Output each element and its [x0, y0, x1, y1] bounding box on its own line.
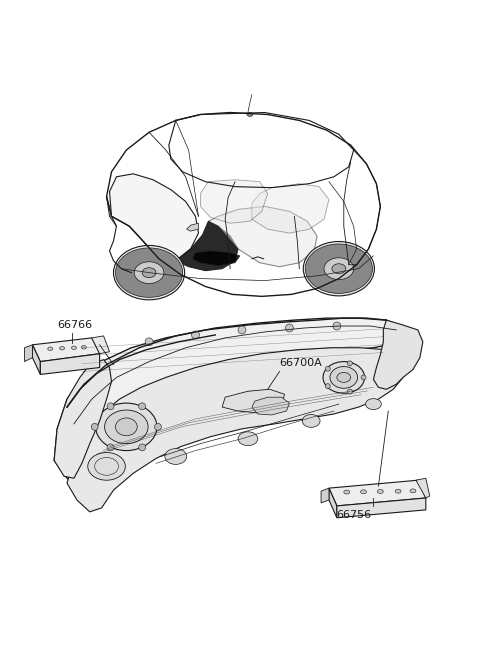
Ellipse shape [116, 248, 183, 297]
Circle shape [333, 322, 341, 330]
Text: 66766: 66766 [57, 320, 92, 330]
Polygon shape [329, 480, 426, 506]
Ellipse shape [344, 490, 350, 494]
Polygon shape [337, 498, 426, 517]
Polygon shape [33, 338, 100, 362]
Circle shape [325, 366, 330, 371]
Polygon shape [416, 478, 430, 498]
Polygon shape [187, 223, 199, 231]
Ellipse shape [88, 453, 125, 480]
Ellipse shape [302, 415, 320, 427]
Ellipse shape [366, 399, 381, 409]
Polygon shape [40, 354, 100, 375]
Ellipse shape [134, 262, 164, 284]
Ellipse shape [81, 346, 86, 349]
Ellipse shape [72, 346, 76, 350]
Polygon shape [321, 488, 329, 503]
Polygon shape [252, 183, 329, 233]
Text: 66756: 66756 [336, 510, 371, 520]
Ellipse shape [105, 410, 148, 443]
Circle shape [325, 384, 330, 388]
Ellipse shape [337, 373, 351, 383]
Ellipse shape [116, 418, 137, 436]
Circle shape [139, 403, 145, 410]
Circle shape [361, 375, 366, 380]
Polygon shape [222, 389, 285, 413]
Ellipse shape [324, 258, 354, 280]
Circle shape [107, 444, 114, 451]
Polygon shape [92, 336, 109, 354]
Circle shape [139, 444, 145, 451]
Ellipse shape [332, 264, 346, 274]
Circle shape [107, 403, 114, 410]
Ellipse shape [60, 346, 64, 350]
Polygon shape [192, 251, 240, 266]
Polygon shape [33, 345, 40, 375]
Ellipse shape [96, 403, 157, 451]
Ellipse shape [377, 489, 384, 493]
Circle shape [348, 389, 352, 394]
Polygon shape [373, 320, 423, 389]
Ellipse shape [247, 113, 253, 117]
Polygon shape [24, 345, 33, 362]
Ellipse shape [113, 246, 185, 300]
Polygon shape [54, 318, 403, 490]
Ellipse shape [165, 449, 187, 464]
Circle shape [145, 338, 153, 346]
Ellipse shape [238, 432, 258, 445]
Ellipse shape [323, 362, 364, 393]
Polygon shape [252, 397, 289, 415]
Polygon shape [176, 221, 238, 271]
Polygon shape [208, 206, 317, 267]
Ellipse shape [330, 367, 358, 388]
Polygon shape [329, 488, 337, 517]
Polygon shape [54, 360, 111, 478]
Ellipse shape [410, 489, 416, 493]
Circle shape [238, 326, 246, 334]
Circle shape [155, 423, 161, 430]
Ellipse shape [360, 490, 367, 494]
Ellipse shape [305, 244, 372, 293]
Polygon shape [109, 174, 199, 261]
Circle shape [286, 324, 293, 332]
Polygon shape [67, 348, 406, 512]
Ellipse shape [48, 347, 53, 350]
Text: 66700A: 66700A [279, 358, 322, 367]
Polygon shape [201, 179, 268, 223]
Ellipse shape [142, 268, 156, 278]
Circle shape [348, 361, 352, 365]
Circle shape [192, 331, 200, 339]
Circle shape [91, 423, 98, 430]
Ellipse shape [303, 242, 374, 296]
Ellipse shape [395, 489, 401, 493]
